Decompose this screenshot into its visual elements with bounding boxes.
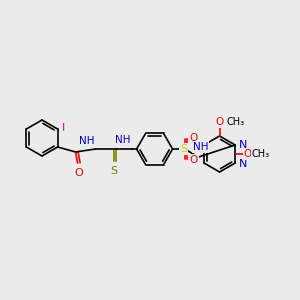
Text: NH: NH <box>79 136 94 146</box>
Text: O: O <box>215 117 224 127</box>
Text: O: O <box>190 155 198 165</box>
Text: NH: NH <box>193 142 208 152</box>
Text: O: O <box>190 133 198 143</box>
Text: N: N <box>239 159 248 169</box>
Text: I: I <box>61 123 65 133</box>
Text: N: N <box>239 140 248 150</box>
Text: NH: NH <box>115 135 130 145</box>
Text: CH₃: CH₃ <box>226 117 245 127</box>
Text: O: O <box>74 168 83 178</box>
Text: S: S <box>110 166 117 176</box>
Text: S: S <box>180 144 187 154</box>
Text: CH₃: CH₃ <box>252 149 270 159</box>
Text: O: O <box>244 149 252 159</box>
